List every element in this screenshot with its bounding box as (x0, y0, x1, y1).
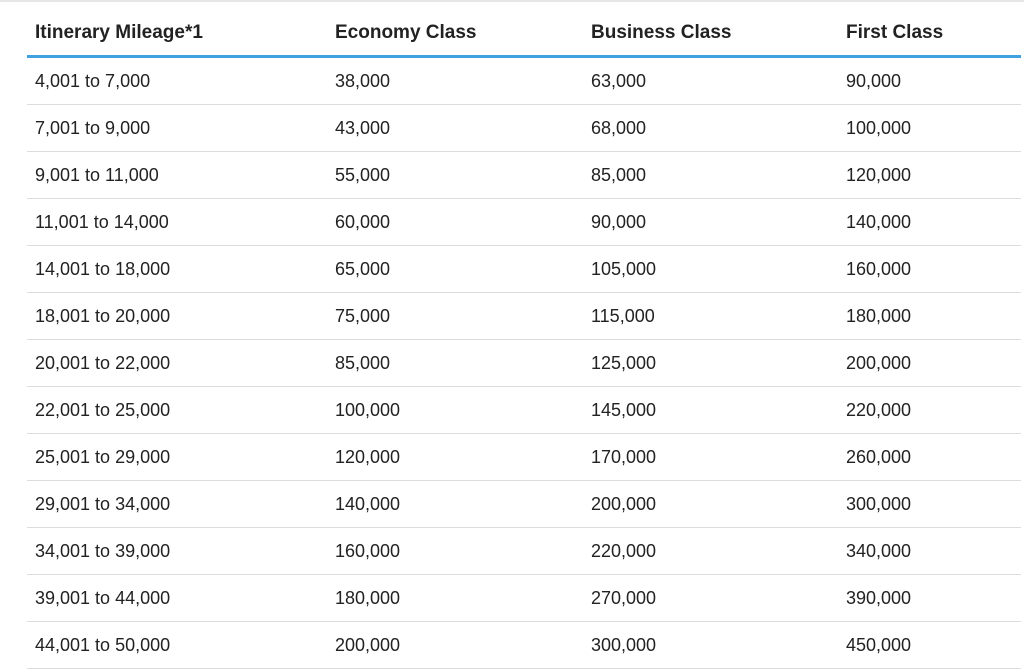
table-row: 25,001 to 29,000 120,000 170,000 260,000 (27, 433, 1021, 481)
cell-itinerary-mileage: 39,001 to 44,000 (27, 574, 327, 622)
cell-first-class: 390,000 (838, 574, 1021, 622)
cell-economy-class: 55,000 (327, 151, 583, 199)
award-mileage-table: Itinerary Mileage*1 Economy Class Busine… (27, 10, 1021, 669)
cell-itinerary-mileage: 4,001 to 7,000 (27, 56, 327, 105)
cell-itinerary-mileage: 44,001 to 50,000 (27, 621, 327, 669)
cell-itinerary-mileage: 11,001 to 14,000 (27, 198, 327, 246)
table-row: 4,001 to 7,000 38,000 63,000 90,000 (27, 56, 1021, 105)
cell-business-class: 105,000 (583, 245, 838, 293)
table-row: 22,001 to 25,000 100,000 145,000 220,000 (27, 386, 1021, 434)
table-row: 7,001 to 9,000 43,000 68,000 100,000 (27, 104, 1021, 152)
cell-first-class: 340,000 (838, 527, 1021, 575)
cell-itinerary-mileage: 18,001 to 20,000 (27, 292, 327, 340)
cell-economy-class: 140,000 (327, 480, 583, 528)
cell-economy-class: 75,000 (327, 292, 583, 340)
table-row: 29,001 to 34,000 140,000 200,000 300,000 (27, 480, 1021, 528)
table-row: 18,001 to 20,000 75,000 115,000 180,000 (27, 292, 1021, 340)
table-row: 39,001 to 44,000 180,000 270,000 390,000 (27, 574, 1021, 622)
cell-itinerary-mileage: 34,001 to 39,000 (27, 527, 327, 575)
cell-economy-class: 38,000 (327, 56, 583, 105)
cell-business-class: 68,000 (583, 104, 838, 152)
cell-economy-class: 100,000 (327, 386, 583, 434)
cell-economy-class: 160,000 (327, 527, 583, 575)
cell-first-class: 90,000 (838, 56, 1021, 105)
table-row: 20,001 to 22,000 85,000 125,000 200,000 (27, 339, 1021, 387)
table-row: 14,001 to 18,000 65,000 105,000 160,000 (27, 245, 1021, 293)
cell-itinerary-mileage: 20,001 to 22,000 (27, 339, 327, 387)
cell-business-class: 125,000 (583, 339, 838, 387)
cell-first-class: 300,000 (838, 480, 1021, 528)
cell-business-class: 170,000 (583, 433, 838, 481)
cell-business-class: 220,000 (583, 527, 838, 575)
cell-business-class: 145,000 (583, 386, 838, 434)
cell-itinerary-mileage: 29,001 to 34,000 (27, 480, 327, 528)
table-row: 9,001 to 11,000 55,000 85,000 120,000 (27, 151, 1021, 199)
cell-first-class: 450,000 (838, 621, 1021, 669)
cell-economy-class: 120,000 (327, 433, 583, 481)
cell-business-class: 63,000 (583, 56, 838, 105)
cell-itinerary-mileage: 7,001 to 9,000 (27, 104, 327, 152)
table-row: 11,001 to 14,000 60,000 90,000 140,000 (27, 198, 1021, 246)
cell-economy-class: 180,000 (327, 574, 583, 622)
header-first-class: First Class (838, 10, 1021, 58)
cell-business-class: 90,000 (583, 198, 838, 246)
cell-first-class: 260,000 (838, 433, 1021, 481)
cell-economy-class: 60,000 (327, 198, 583, 246)
cell-business-class: 270,000 (583, 574, 838, 622)
table-header: Itinerary Mileage*1 Economy Class Busine… (27, 10, 1021, 58)
header-itinerary-mileage: Itinerary Mileage*1 (27, 10, 327, 58)
cell-itinerary-mileage: 22,001 to 25,000 (27, 386, 327, 434)
cell-first-class: 120,000 (838, 151, 1021, 199)
cell-business-class: 85,000 (583, 151, 838, 199)
cell-first-class: 200,000 (838, 339, 1021, 387)
cell-first-class: 100,000 (838, 104, 1021, 152)
cell-economy-class: 65,000 (327, 245, 583, 293)
cell-itinerary-mileage: 14,001 to 18,000 (27, 245, 327, 293)
cell-itinerary-mileage: 9,001 to 11,000 (27, 151, 327, 199)
cell-economy-class: 200,000 (327, 621, 583, 669)
table-body: 4,001 to 7,000 38,000 63,000 90,000 7,001 to… (27, 56, 1021, 669)
table-row: 44,001 to 50,000 200,000 300,000 450,000 (27, 621, 1021, 669)
cell-first-class: 140,000 (838, 198, 1021, 246)
cell-business-class: 115,000 (583, 292, 838, 340)
cell-business-class: 300,000 (583, 621, 838, 669)
header-business-class: Business Class (583, 10, 838, 58)
cell-first-class: 160,000 (838, 245, 1021, 293)
top-divider (0, 0, 1024, 2)
header-economy-class: Economy Class (327, 10, 583, 58)
table-row: 34,001 to 39,000 160,000 220,000 340,000 (27, 527, 1021, 575)
cell-itinerary-mileage: 25,001 to 29,000 (27, 433, 327, 481)
cell-first-class: 220,000 (838, 386, 1021, 434)
cell-first-class: 180,000 (838, 292, 1021, 340)
header-row: Itinerary Mileage*1 Economy Class Busine… (27, 10, 1021, 58)
cell-business-class: 200,000 (583, 480, 838, 528)
cell-economy-class: 43,000 (327, 104, 583, 152)
cell-economy-class: 85,000 (327, 339, 583, 387)
